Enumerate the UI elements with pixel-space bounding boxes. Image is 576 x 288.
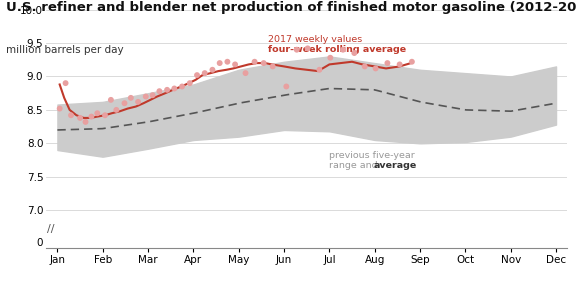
Point bbox=[241, 71, 250, 75]
Point bbox=[170, 86, 179, 91]
Point bbox=[268, 64, 277, 69]
Point bbox=[338, 48, 347, 52]
Point bbox=[407, 59, 416, 64]
Point bbox=[185, 81, 194, 86]
Point bbox=[325, 55, 335, 60]
Text: million barrels per day: million barrels per day bbox=[6, 45, 123, 55]
Point bbox=[200, 71, 209, 75]
Point bbox=[292, 48, 301, 52]
Point bbox=[230, 62, 240, 67]
Point bbox=[177, 84, 187, 89]
Point bbox=[303, 46, 312, 51]
Text: four-week rolling average: four-week rolling average bbox=[268, 45, 406, 54]
Point bbox=[61, 81, 70, 86]
Point bbox=[315, 67, 324, 72]
Point bbox=[282, 84, 291, 89]
Point bbox=[126, 96, 135, 100]
Point bbox=[75, 115, 85, 120]
Point bbox=[208, 67, 217, 72]
Point bbox=[107, 98, 116, 102]
Point bbox=[100, 113, 109, 118]
Point bbox=[87, 114, 96, 119]
Point bbox=[192, 73, 202, 77]
Point bbox=[162, 88, 172, 92]
Point bbox=[360, 64, 369, 69]
Point bbox=[120, 101, 129, 105]
Point bbox=[66, 113, 75, 118]
Point bbox=[215, 61, 224, 65]
Point bbox=[112, 108, 121, 112]
Text: //: // bbox=[47, 224, 55, 234]
Point bbox=[250, 59, 259, 64]
Point bbox=[259, 61, 268, 65]
Text: range and: range and bbox=[329, 161, 381, 170]
Point bbox=[148, 93, 157, 97]
Text: U.S. refiner and blender net production of finished motor gasoline (2012-2017): U.S. refiner and blender net production … bbox=[6, 1, 576, 14]
Point bbox=[350, 51, 359, 55]
Point bbox=[371, 66, 380, 71]
Point bbox=[395, 62, 404, 67]
Point bbox=[141, 94, 150, 99]
Point bbox=[134, 100, 143, 104]
Text: previous five-year: previous five-year bbox=[329, 151, 415, 160]
Text: average: average bbox=[373, 161, 416, 170]
Point bbox=[81, 120, 90, 124]
Point bbox=[55, 106, 65, 111]
Point bbox=[155, 89, 164, 94]
Text: 2017 weekly values: 2017 weekly values bbox=[268, 35, 362, 44]
Point bbox=[383, 61, 392, 65]
Point bbox=[93, 111, 102, 115]
Point bbox=[223, 59, 232, 64]
